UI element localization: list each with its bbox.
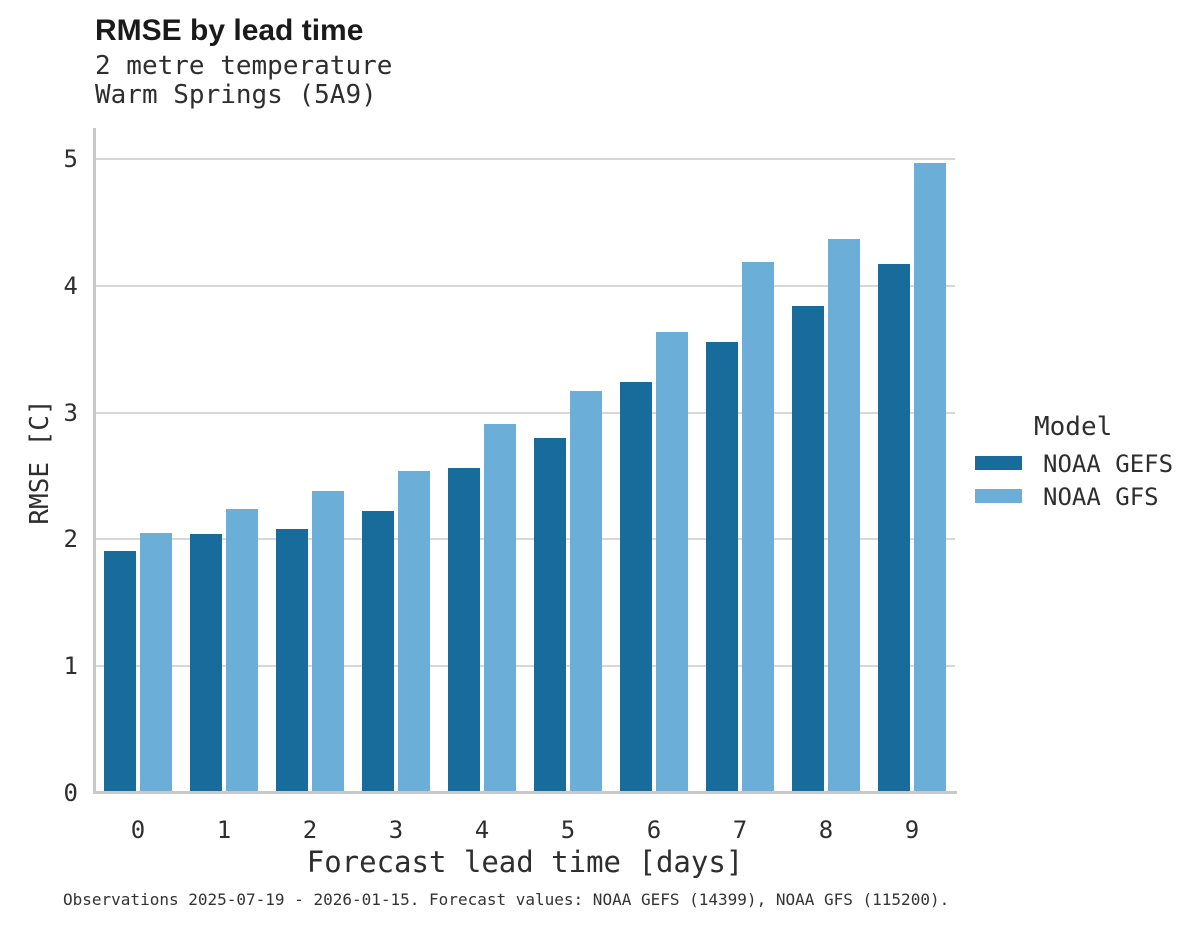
x-axis-label: Forecast lead time [days] bbox=[306, 845, 744, 879]
y-tick-label-0: 0 bbox=[63, 778, 78, 807]
y-axis-spine bbox=[93, 128, 96, 794]
y-tick-label-2: 2 bbox=[63, 525, 78, 554]
x-tick-label-4: 4 bbox=[474, 816, 490, 844]
bar-noaa-gfs-lead-0 bbox=[140, 532, 172, 793]
bar-noaa-gfs-lead-5 bbox=[570, 391, 602, 793]
grid-line-y-2 bbox=[95, 538, 955, 541]
bar-noaa-gfs-lead-4 bbox=[484, 423, 516, 793]
legend-title: Model bbox=[1034, 412, 1113, 442]
x-tick-label-2: 2 bbox=[302, 816, 318, 844]
bar-noaa-gfs-lead-1 bbox=[226, 508, 258, 793]
bar-noaa-gefs-lead-8 bbox=[792, 306, 824, 793]
legend-label-noaa-gefs: NOAA GEFS bbox=[1043, 450, 1174, 478]
y-tick-label-1: 1 bbox=[63, 651, 78, 680]
x-tick-label-6: 6 bbox=[646, 816, 662, 844]
bar-noaa-gefs-lead-2 bbox=[276, 529, 308, 793]
x-tick-label-0: 0 bbox=[130, 816, 146, 844]
grid-line-y-3 bbox=[95, 411, 955, 414]
chart-subtitle-station: Warm Springs (5A9) bbox=[95, 80, 377, 110]
x-tick-label-9: 9 bbox=[904, 816, 920, 844]
bar-noaa-gefs-lead-4 bbox=[448, 468, 480, 793]
grid-line-y-4 bbox=[95, 284, 955, 287]
bar-noaa-gefs-lead-5 bbox=[534, 437, 566, 793]
bar-noaa-gfs-lead-2 bbox=[312, 491, 344, 793]
legend-swatch-noaa-gefs bbox=[975, 456, 1022, 470]
bar-noaa-gfs-lead-7 bbox=[742, 261, 774, 793]
x-tick-label-3: 3 bbox=[388, 816, 404, 844]
bar-noaa-gefs-lead-3 bbox=[362, 511, 394, 793]
chart-title: RMSE by lead time bbox=[95, 14, 364, 47]
caption: Observations 2025-07-19 - 2026-01-15. Fo… bbox=[63, 890, 950, 909]
x-tick-label-8: 8 bbox=[818, 816, 834, 844]
legend-label-noaa-gfs: NOAA GFS bbox=[1043, 483, 1159, 511]
x-axis-spine bbox=[93, 791, 957, 794]
bar-noaa-gefs-lead-6 bbox=[620, 382, 652, 793]
y-tick-label-3: 3 bbox=[63, 398, 78, 427]
y-tick-label-4: 4 bbox=[63, 271, 78, 300]
chart-subtitle-variable: 2 metre temperature bbox=[95, 51, 393, 81]
bar-noaa-gfs-lead-8 bbox=[828, 239, 860, 793]
x-tick-label-7: 7 bbox=[732, 816, 748, 844]
x-tick-label-5: 5 bbox=[560, 816, 576, 844]
bar-noaa-gefs-lead-9 bbox=[878, 264, 910, 793]
bar-noaa-gfs-lead-3 bbox=[398, 470, 430, 793]
y-tick-label-5: 5 bbox=[63, 145, 78, 174]
grid-line-y-5 bbox=[95, 158, 955, 161]
legend-swatch-noaa-gfs bbox=[975, 489, 1022, 503]
x-tick-label-1: 1 bbox=[216, 816, 232, 844]
bar-noaa-gfs-lead-6 bbox=[656, 331, 688, 793]
bar-noaa-gefs-lead-0 bbox=[104, 550, 136, 793]
bar-noaa-gefs-lead-1 bbox=[190, 534, 222, 793]
bar-noaa-gfs-lead-9 bbox=[914, 163, 946, 793]
bar-noaa-gefs-lead-7 bbox=[706, 341, 738, 793]
grid-line-y-1 bbox=[95, 664, 955, 667]
